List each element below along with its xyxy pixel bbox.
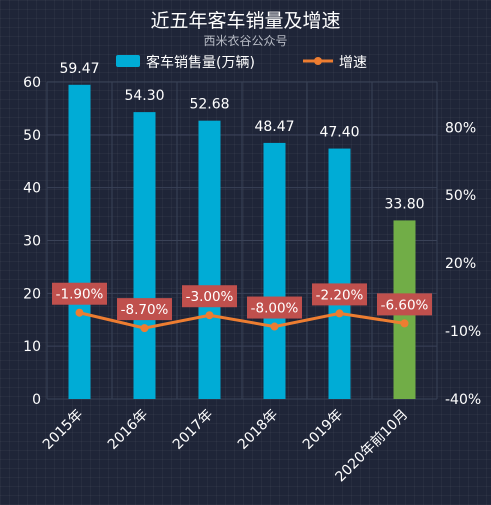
bar-value-label: 48.47: [254, 119, 294, 135]
bar-value-label: 33.80: [384, 196, 424, 212]
y-left-tick-label: 40: [23, 181, 41, 197]
growth-point: [335, 309, 344, 318]
legend-swatch-bar: [116, 55, 140, 67]
bar: [68, 84, 91, 399]
bar: [328, 148, 351, 399]
growth-point: [75, 308, 84, 317]
x-tick-label: 2017年: [170, 407, 216, 453]
growth-label-box: [247, 296, 302, 319]
growth-point: [400, 319, 409, 328]
growth-label-box: [52, 282, 107, 305]
bar-value-label: 59.47: [59, 61, 99, 77]
growth-label: -1.90%: [56, 287, 104, 303]
growth-label-box: [182, 285, 237, 308]
x-tick-label: 2018年: [235, 407, 281, 453]
legend-label-line: 增速: [339, 55, 367, 71]
growth-label: -8.00%: [251, 301, 299, 317]
bar-value-label: 47.40: [319, 125, 359, 141]
y-right-tick-label: 50%: [445, 188, 476, 204]
y-left-tick-label: 30: [23, 234, 41, 250]
y-left-tick-label: 0: [32, 392, 41, 408]
y-right-tick-label: -10%: [445, 324, 481, 340]
growth-label-box: [117, 298, 172, 321]
bar: [263, 142, 286, 399]
y-left-tick-label: 10: [23, 339, 41, 355]
x-tick-label: 2019年: [300, 407, 346, 453]
y-left-tick-label: 60: [23, 75, 41, 91]
chart-title: 近五年客车销量及增速: [150, 10, 341, 32]
growth-label: -6.60%: [381, 297, 429, 313]
y-right-tick-label: -40%: [445, 392, 481, 408]
bar-value-label: 54.30: [124, 88, 164, 104]
x-tick-label: 2015年: [40, 407, 86, 453]
growth-label: -3.00%: [186, 289, 234, 305]
chart-subtitle: 西米衣谷公众号: [203, 34, 288, 48]
legend-label-bar: 客车销售量(万辆): [146, 54, 255, 71]
growth-point: [205, 311, 214, 320]
y-right-tick-label: 20%: [445, 256, 476, 272]
growth-line: [79, 311, 405, 330]
bar: [133, 112, 156, 400]
y-right-tick-label: 80%: [445, 120, 476, 136]
growth-label-box: [312, 283, 367, 306]
bar-value-label: 52.68: [189, 97, 229, 113]
growth-point: [140, 324, 149, 333]
x-tick-label: 2016年: [105, 407, 151, 453]
y-left-tick-label: 20: [23, 286, 41, 302]
growth-label: -8.70%: [121, 302, 169, 318]
growth-label: -2.20%: [316, 287, 364, 303]
bar: [198, 120, 221, 399]
y-left-tick-label: 50: [23, 128, 41, 144]
growth-label-box: [377, 293, 432, 316]
growth-point: [270, 322, 279, 331]
legend-marker-line: [314, 57, 322, 65]
